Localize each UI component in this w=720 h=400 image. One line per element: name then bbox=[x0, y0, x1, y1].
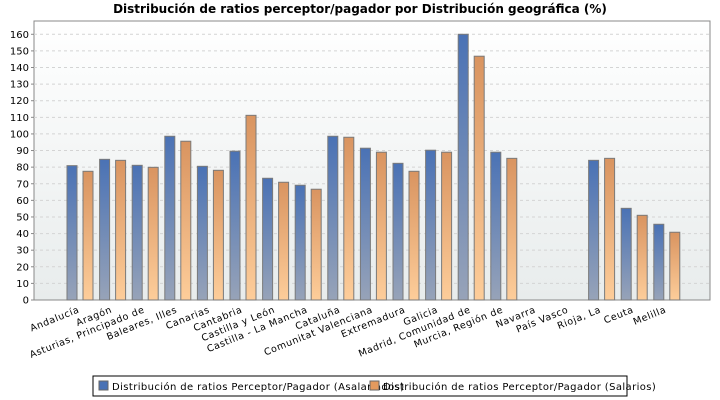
bar-salarios bbox=[278, 181, 290, 301]
bar-salarios bbox=[180, 140, 192, 301]
legend-label-asalariados: Distribución de ratios Perceptor/Pagador… bbox=[112, 381, 405, 393]
bar-asalariados bbox=[131, 164, 143, 301]
bar-salarios bbox=[115, 159, 127, 301]
legend-box bbox=[92, 375, 628, 397]
bar-asalariados bbox=[425, 149, 437, 301]
bar-salarios bbox=[604, 157, 616, 301]
legend: Distribución de ratios Perceptor/Pagador… bbox=[92, 375, 656, 397]
bar-salarios bbox=[343, 136, 355, 301]
y-tick-label: 30 bbox=[16, 246, 29, 257]
legend-label-salarios: Distribución de ratios Perceptor/Pagador… bbox=[383, 381, 656, 393]
bar-asalariados bbox=[588, 159, 600, 301]
y-tick-label: 140 bbox=[10, 63, 29, 74]
bar-asalariados bbox=[359, 147, 371, 301]
x-tick-label: Ceuta bbox=[602, 305, 635, 327]
y-tick-label: 70 bbox=[16, 179, 29, 190]
bar-salarios bbox=[82, 170, 94, 301]
y-tick-label: 130 bbox=[10, 80, 29, 91]
bar-salarios bbox=[147, 166, 159, 301]
y-tick-label: 160 bbox=[10, 30, 29, 41]
chart-title: Distribución de ratios perceptor/pagador… bbox=[113, 2, 607, 16]
bar-salarios bbox=[636, 214, 648, 301]
bar-salarios bbox=[212, 169, 224, 301]
bar-asalariados bbox=[164, 135, 176, 301]
bar-asalariados bbox=[196, 165, 208, 301]
x-tick-label: Melilla bbox=[632, 305, 668, 328]
y-tick-label: 110 bbox=[10, 113, 29, 124]
bar-asalariados bbox=[392, 162, 404, 301]
bar-salarios bbox=[441, 151, 453, 301]
y-tick-label: 0 bbox=[23, 296, 29, 307]
y-tick-label: 90 bbox=[16, 146, 29, 157]
bar-asalariados bbox=[653, 223, 665, 301]
bar-asalariados bbox=[229, 150, 241, 301]
y-tick-label: 150 bbox=[10, 46, 29, 57]
y-tick-label: 20 bbox=[16, 262, 29, 273]
bar-salarios bbox=[375, 151, 387, 301]
y-tick-label: 80 bbox=[16, 163, 29, 174]
y-tick-label: 100 bbox=[10, 129, 29, 140]
y-tick-label: 50 bbox=[16, 212, 29, 223]
bar-salarios bbox=[310, 188, 322, 301]
bar-asalariados bbox=[66, 165, 78, 301]
bar-salarios bbox=[473, 55, 485, 301]
bar-asalariados bbox=[262, 177, 274, 301]
bar-asalariados bbox=[327, 135, 339, 301]
bar-asalariados bbox=[294, 184, 306, 301]
bar-salarios bbox=[245, 114, 257, 301]
y-tick-label: 120 bbox=[10, 96, 29, 107]
y-tick-label: 60 bbox=[16, 196, 29, 207]
bar-asalariados bbox=[620, 207, 632, 301]
x-tick-label: Andalucía bbox=[29, 305, 81, 335]
bar-asalariados bbox=[490, 151, 502, 301]
legend-swatch-salarios bbox=[369, 380, 380, 391]
bar-salarios bbox=[506, 157, 518, 301]
bar-asalariados bbox=[99, 158, 111, 301]
bar-salarios bbox=[669, 231, 681, 301]
bar-asalariados bbox=[457, 33, 469, 301]
y-tick-label: 10 bbox=[16, 279, 29, 290]
y-tick-label: 40 bbox=[16, 229, 29, 240]
bar-salarios bbox=[408, 170, 420, 301]
legend-swatch-asalariados bbox=[98, 380, 109, 391]
